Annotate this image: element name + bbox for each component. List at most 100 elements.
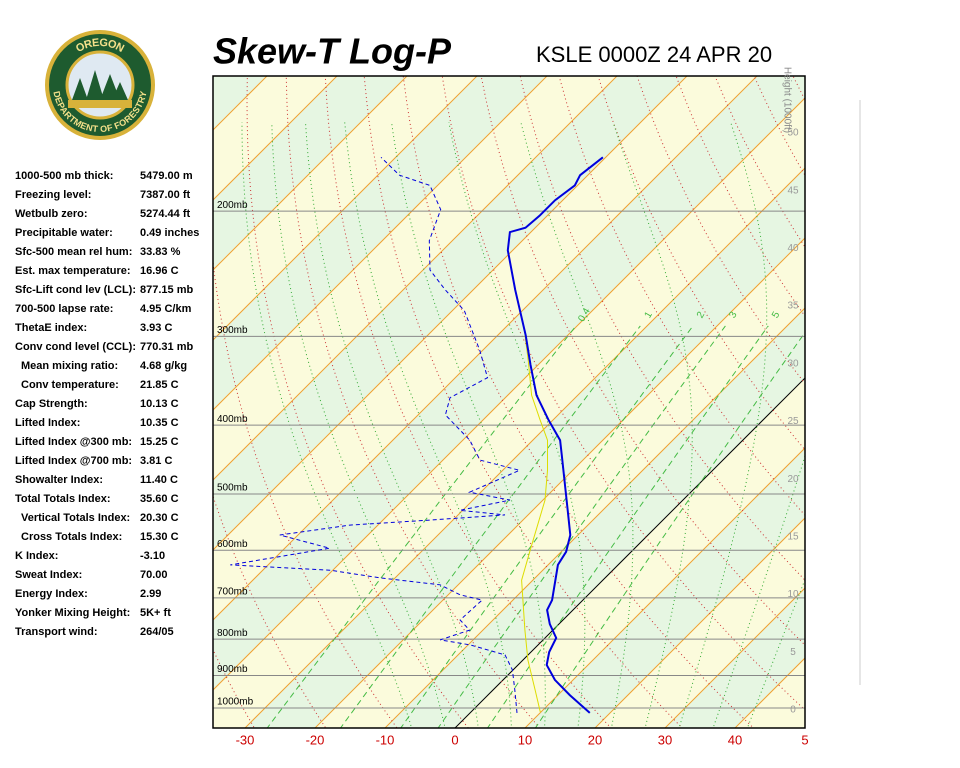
moist-adiabat [241,122,413,728]
isotherm [866,0,960,737]
height-label: Height (1000ft) [781,67,792,133]
dry-adiabat [920,27,960,738]
index-value: -3.10 [140,550,165,562]
x-tick-label: 20 [588,732,602,747]
x-tick-label: 5 [801,732,808,747]
dry-adiabat [285,76,541,728]
index-label: Lifted Index @300 mb: [15,436,132,448]
index-label: Vertical Totals Index: [21,512,130,524]
index-value: 0.49 inches [140,227,199,239]
mixing-ratio-line [437,325,726,728]
dry-adiabat [883,27,960,738]
dry-adiabat [636,76,805,385]
index-value: 16.96 C [140,265,179,277]
index-value: 11.40 C [140,474,178,486]
moist-adiabat [448,122,586,728]
index-value: 2.99 [140,588,161,600]
dry-adiabat [480,76,805,646]
index-label: Transport wind: [15,626,98,638]
index-value: 770.31 mb [140,341,193,353]
isotherm [213,76,268,131]
pressure-label: 600mb [217,539,248,550]
chart-title: Skew-T Log-P [213,31,452,72]
mixing-ratio-line [534,331,805,728]
logo: OREGON DEPARTMENT OF FORESTRY [45,30,155,140]
temperature-band [213,76,337,200]
height-tick-label: 10 [787,589,799,600]
index-label: 700-500 lapse rate: [15,303,113,315]
index-value: 7387.00 ft [140,189,190,201]
index-value: 5K+ ft [140,607,171,619]
temperature-band [804,727,805,728]
index-label: 1000-500 mb thick: [15,170,113,182]
height-tick-label: 35 [787,301,799,312]
index-label: Energy Index: [15,588,88,600]
index-value: 3.81 C [140,455,172,467]
isotherm [664,587,805,728]
pressure-label: 800mb [217,628,248,639]
index-value: 4.95 C/km [140,303,192,315]
x-tick-label: -30 [236,732,255,747]
index-value: 5479.00 m [140,170,193,182]
height-tick-label: 5 [790,647,796,658]
isotherm [213,76,618,481]
isotherm [213,76,548,411]
mixing-ratio-label: 1 [643,310,656,321]
mixing-ratio-label: 2 [695,310,708,321]
index-label: Lifted Index @700 mb: [15,455,132,467]
plot-frame [212,75,806,729]
isotherm [213,76,758,621]
dry-adiabat [519,76,805,581]
height-tick-label: 25 [787,416,799,427]
plot-area: 0.4 1 2 3 5 8 [213,0,960,738]
index-label: K Index: [15,550,58,562]
isotherm [804,727,805,728]
index-value: 35.60 C [140,493,179,505]
temperature-profile [506,156,604,714]
index-value: 21.85 C [140,379,179,391]
mixing-ratio-line [266,325,577,728]
pressure-label: 400mb [217,414,248,425]
index-label: Sfc-Lift cond lev (LCL): [15,284,136,296]
isotherm [384,307,805,728]
height-tick-label: 20 [787,474,799,485]
index-value: 3.93 C [140,322,172,334]
x-tick-label: -10 [376,732,395,747]
index-value: 264/05 [140,626,174,638]
isotherm [213,76,478,341]
height-tick-label: 40 [787,243,799,254]
isotherm [213,97,805,691]
isotherm [213,76,688,551]
isotherm [524,447,805,728]
chart-subtitle: KSLE 0000Z 24 APR 20 [536,42,772,67]
index-label: Total Totals Index: [15,493,111,505]
moist-adiabat [712,454,805,728]
index-value: 15.30 C [140,531,179,543]
index-value: 877.15 mb [140,284,193,296]
index-value: 70.00 [140,569,168,581]
mixing-ratio-line [486,325,769,728]
mixing-ratio-label: 3 [727,310,740,321]
height-tick-label: 30 [787,358,799,369]
index-label: Yonker Mixing Height: [15,607,130,619]
x-tick-label: 30 [658,732,672,747]
height-tick-label: 15 [787,532,799,543]
index-label: Sfc-500 mean rel hum: [15,246,132,258]
isotherm [213,76,408,271]
logo-top-text: OREGON [74,37,126,55]
mixing-ratio-line [400,325,694,728]
index-label: Conv temperature: [21,379,119,391]
index-label: Cap Strength: [15,398,88,410]
logo-ground [68,100,132,108]
index-label: Showalter Index: [15,474,103,486]
index-value: 15.25 C [140,436,179,448]
temperature-band [213,76,805,690]
index-label: Est. max temperature: [15,265,131,277]
pressure-label: 700mb [217,587,248,598]
mixing-ratio-label: 5 [770,310,783,321]
dewpoint-profile [230,156,522,713]
height-tick-label: 0 [790,705,796,716]
index-label: Precipitable water: [15,227,113,239]
index-value: 10.13 C [140,398,179,410]
index-label: Lifted Index: [15,417,80,429]
